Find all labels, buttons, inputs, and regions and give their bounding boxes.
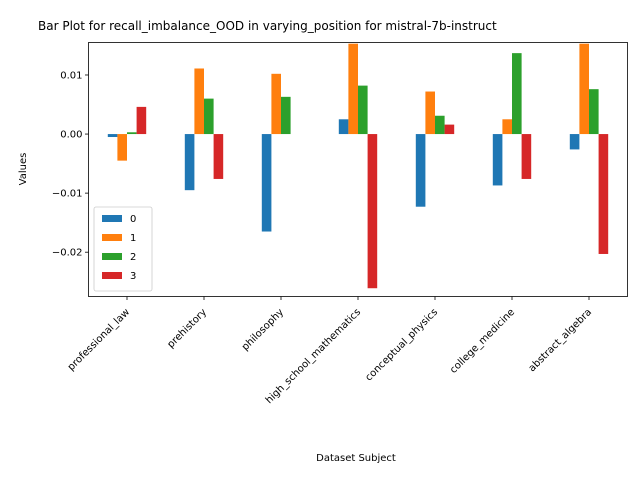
- y-tick-label: −0.02: [52, 248, 83, 259]
- bar-series-2-abstract_algebra: [589, 89, 599, 135]
- legend-label-2: 2: [130, 252, 136, 263]
- bar-series-1-prehistory: [194, 68, 204, 135]
- y-axis-label: Values: [18, 153, 29, 186]
- legend-swatch-0: [102, 215, 122, 222]
- y-tick-label: 0.00: [60, 130, 82, 141]
- legend-label-3: 3: [130, 271, 136, 282]
- x-tick-label: prehistory: [165, 307, 209, 351]
- legend-swatch-1: [102, 234, 122, 241]
- bar-series-2-professional_law: [127, 132, 137, 135]
- bar-series-0-abstract_algebra: [569, 134, 580, 150]
- bar-series-3-professional_law: [136, 106, 147, 135]
- legend: 0 1 2 3: [93, 206, 153, 292]
- x-tick-label: college_medicine: [448, 307, 517, 376]
- x-axis-label: Dataset Subject: [316, 453, 396, 464]
- bar-series-2-philosophy: [281, 96, 291, 135]
- x-tick-label: abstract_algebra: [527, 307, 594, 374]
- bar-series-1-abstract_algebra: [579, 43, 589, 135]
- bar-series-1-college_medicine: [502, 119, 512, 135]
- legend-label-1: 1: [130, 233, 136, 244]
- bar-series-2-prehistory: [204, 98, 214, 135]
- x-tick-label: philosophy: [240, 307, 286, 353]
- bar-series-0-college_medicine: [492, 134, 503, 186]
- bar-series-3-college_medicine: [521, 134, 532, 179]
- bar-series-0-conceptual_physics: [415, 134, 426, 207]
- x-tick-label: professional_law: [66, 307, 132, 373]
- bar-series-0-high_school_mathematics: [338, 119, 349, 135]
- bar-series-1-conceptual_physics: [425, 91, 435, 135]
- legend-box: [93, 206, 153, 292]
- bar-series-2-high_school_mathematics: [358, 85, 368, 135]
- bar-series-3-abstract_algebra: [598, 134, 609, 254]
- chart-title: Bar Plot for recall_imbalance_OOD in var…: [38, 19, 497, 33]
- y-axis: −0.02 −0.01 0.00 0.01: [52, 70, 89, 259]
- bar-series-3-conceptual_physics: [444, 124, 455, 135]
- bar-series-2-conceptual_physics: [435, 115, 445, 135]
- bar-series-0-philosophy: [261, 134, 272, 232]
- bar-series-1-philosophy: [271, 73, 281, 135]
- y-tick-label: −0.01: [52, 189, 83, 200]
- bar-series-3-prehistory: [213, 134, 224, 179]
- bar-series-0-prehistory: [184, 134, 195, 191]
- bar-series-0-professional_law: [107, 134, 118, 138]
- y-tick-label: 0.01: [60, 70, 82, 81]
- legend-swatch-2: [102, 253, 122, 260]
- bar-series-1-professional_law: [117, 134, 127, 161]
- bar-series-3-high_school_mathematics: [367, 134, 378, 289]
- x-axis: professional_law prehistory philosophyhigh…: [66, 296, 594, 406]
- legend-swatch-3: [102, 272, 122, 279]
- bar-series-1-high_school_mathematics: [348, 43, 358, 135]
- legend-label-0: 0: [130, 214, 136, 225]
- bar-series-2-college_medicine: [512, 53, 522, 135]
- x-tick-label: conceptual_physics: [363, 307, 440, 384]
- bars-group: [107, 43, 609, 289]
